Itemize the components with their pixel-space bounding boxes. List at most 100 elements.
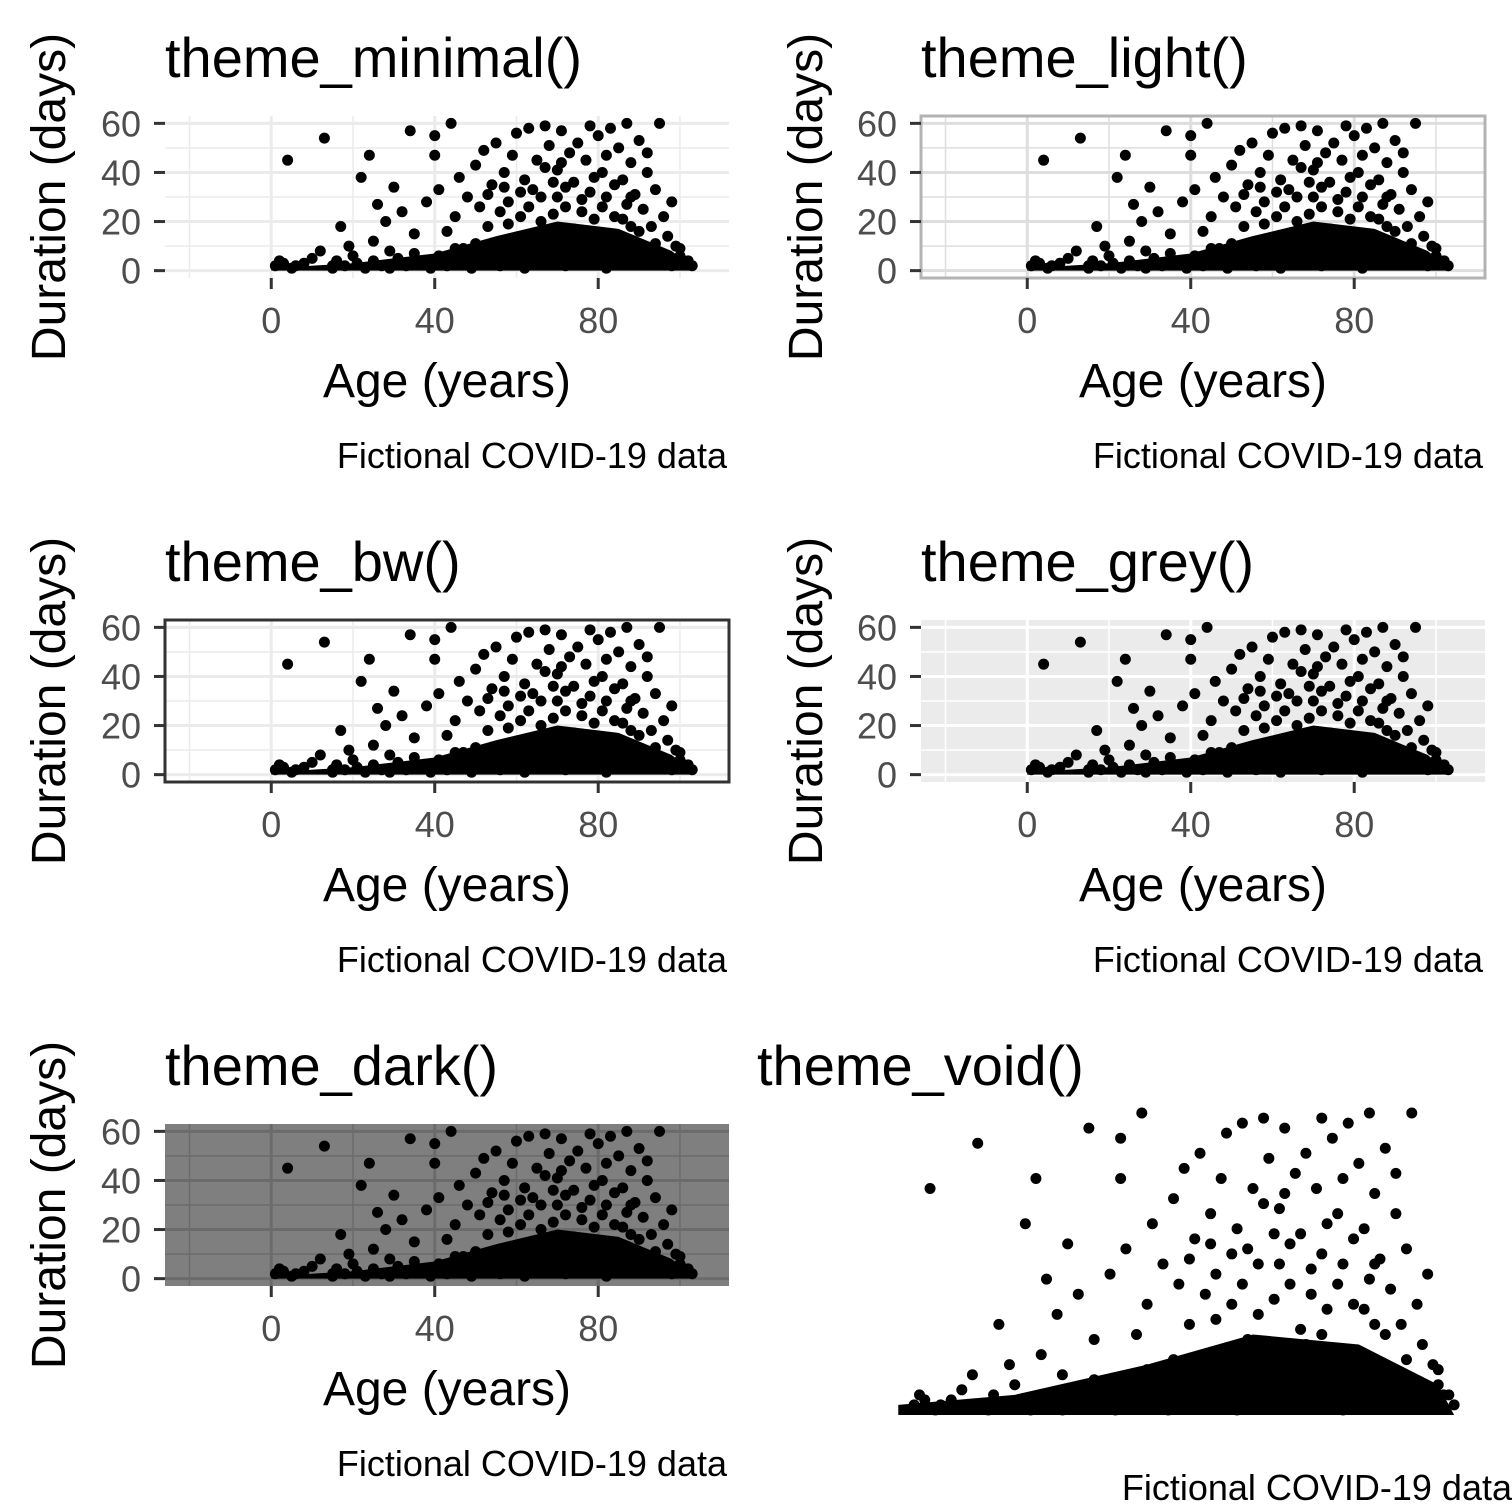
data-point [482,189,494,201]
data-point [584,1194,596,1206]
data-point [1344,675,1356,687]
data-point [617,252,629,264]
data-point [1234,257,1246,269]
data-point [641,761,653,773]
data-point [1062,756,1074,768]
data-point [1177,700,1189,712]
data-point [1177,196,1189,208]
chart-caption: Fictional COVID-19 data [1093,435,1484,476]
data-point [1210,1313,1222,1325]
data-point [543,1147,555,1159]
data-point [1234,144,1246,156]
data-point [1432,1379,1444,1391]
data-point [1062,1238,1074,1250]
data-point [433,754,445,766]
data-point [1054,257,1066,269]
data-point [1389,245,1401,257]
data-point [551,695,563,707]
data-point [617,756,629,768]
data-point [306,252,318,264]
data-point [1389,225,1401,237]
data-point [613,646,625,658]
data-point [1209,171,1221,183]
data-point [433,1258,445,1270]
data-point [560,201,572,213]
data-point [1411,1298,1423,1310]
data-point [1438,759,1450,771]
data-point [1348,247,1360,259]
data-point [1172,761,1184,773]
data-point [1337,1258,1349,1270]
data-point [564,147,576,159]
data-point [641,1155,653,1167]
data-point [1340,120,1352,132]
data-point [531,1162,543,1174]
y-tick-label: 0 [877,755,897,796]
data-point [306,1260,318,1272]
data-point [461,695,473,707]
data-point [1111,171,1123,183]
y-axis-title: Duration (days) [23,537,76,865]
x-tick-label: 80 [1334,300,1374,341]
data-point [1205,211,1217,223]
data-point [466,262,478,274]
data-point [331,255,343,267]
chart-title: theme_grey() [921,530,1254,593]
data-point [1311,661,1323,673]
data-point [1381,695,1393,707]
data-point [551,1199,563,1211]
data-point [1389,639,1401,651]
data-point [625,695,637,707]
data-point [1328,230,1340,242]
data-point [1199,1399,1211,1411]
data-point [527,1236,539,1248]
data-point [1348,751,1360,763]
data-point [1136,720,1148,732]
data-point [1242,245,1254,257]
data-point [633,225,645,237]
data-point [576,710,588,722]
data-point [527,243,539,255]
data-point [649,742,661,754]
data-point [633,135,645,147]
data-point [584,729,596,741]
data-point [1201,621,1213,633]
data-point [551,191,563,203]
data-point [666,260,678,272]
data-point [1397,257,1409,269]
data-point [1217,191,1229,203]
data-point [1344,717,1356,729]
data-point [580,658,592,670]
data-point [404,125,416,137]
data-point [278,257,290,269]
data-point [1393,707,1405,719]
data-point [527,228,539,240]
data-point [1250,739,1262,751]
data-point [506,1157,518,1169]
data-point [592,130,604,142]
data-point [1088,1374,1100,1386]
data-point [1003,1359,1015,1371]
data-point [441,764,453,776]
data-point [367,255,379,267]
data-point [568,1184,580,1196]
data-point [1189,754,1201,766]
data-point [609,179,621,191]
data-point [1178,1162,1190,1174]
data-point [641,1265,653,1277]
data-point [543,230,555,242]
data-point [1324,744,1336,756]
data-point [1271,186,1283,198]
data-point [1119,653,1131,665]
data-point [588,1179,600,1191]
data-point [494,235,506,247]
data-point [1205,243,1217,255]
data-point [1266,631,1278,643]
data-point [1283,243,1295,255]
data-point [1299,643,1311,655]
data-point [478,257,490,269]
data-point [335,220,347,232]
data-point [1348,130,1360,142]
data-point [355,675,367,687]
data-point [1432,1364,1444,1376]
